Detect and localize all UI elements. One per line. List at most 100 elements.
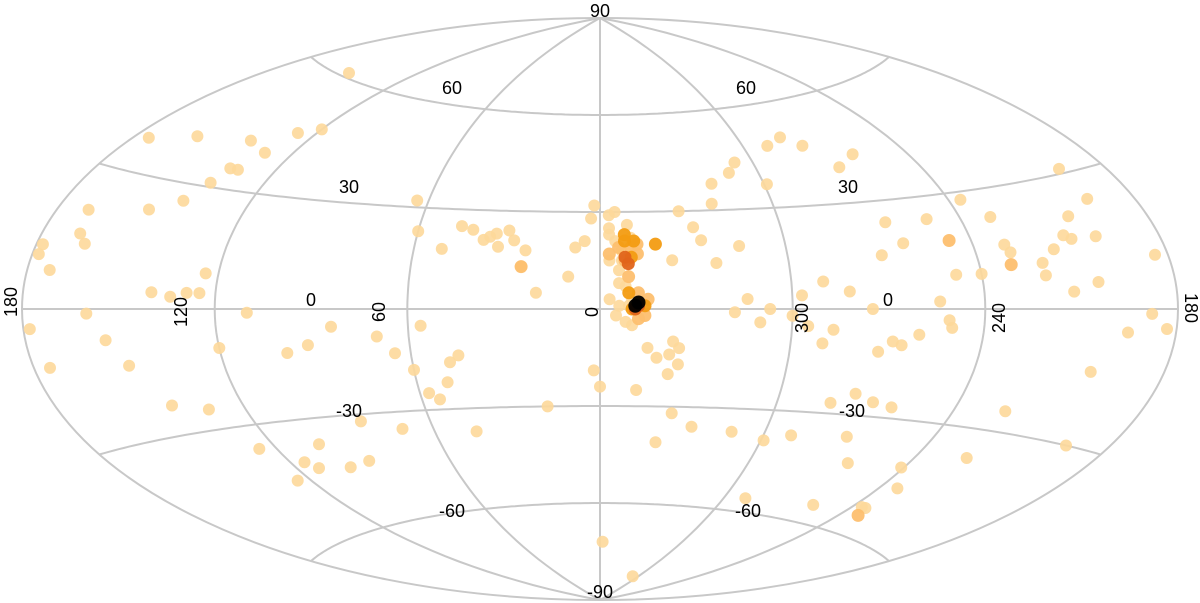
source-point bbox=[389, 347, 401, 360]
source-point bbox=[666, 254, 679, 267]
source-point bbox=[648, 237, 662, 251]
source-point bbox=[817, 275, 830, 288]
source-point bbox=[467, 223, 480, 236]
source-point bbox=[685, 420, 698, 433]
lon-label-180-left: 180 bbox=[1, 287, 21, 317]
source-point bbox=[741, 293, 754, 305]
source-point bbox=[363, 454, 376, 467]
source-point bbox=[649, 436, 662, 449]
source-point bbox=[143, 203, 155, 216]
source-point bbox=[470, 425, 483, 438]
source-point bbox=[757, 434, 770, 447]
lat-label-30-left: 30 bbox=[339, 177, 359, 197]
source-point bbox=[1004, 258, 1018, 272]
source-point bbox=[1092, 276, 1105, 288]
source-point bbox=[687, 221, 700, 234]
source-point bbox=[866, 303, 879, 315]
lat-label-minus60-right: -60 bbox=[735, 501, 761, 521]
source-point bbox=[722, 166, 735, 179]
source-point bbox=[934, 295, 947, 308]
source-point bbox=[946, 321, 959, 334]
source-point bbox=[585, 212, 598, 225]
source-point bbox=[325, 320, 337, 333]
source-point bbox=[663, 348, 676, 361]
source-point bbox=[840, 430, 853, 443]
source-point bbox=[827, 323, 840, 336]
source-point bbox=[80, 307, 93, 320]
source-point bbox=[370, 330, 383, 343]
source-point bbox=[1146, 307, 1159, 320]
source-point bbox=[588, 199, 601, 212]
lon-label-0: 0 bbox=[582, 307, 602, 317]
source-point bbox=[1161, 323, 1173, 335]
source-point bbox=[875, 249, 888, 262]
source-point bbox=[193, 287, 206, 300]
source-point bbox=[562, 270, 575, 283]
parallel-line bbox=[310, 56, 890, 116]
source-point bbox=[796, 139, 809, 152]
source-point bbox=[622, 286, 636, 300]
source-point bbox=[613, 299, 626, 312]
source-point bbox=[1149, 248, 1161, 261]
source-point bbox=[705, 197, 718, 210]
source-point bbox=[613, 264, 625, 277]
parallel-line bbox=[99, 162, 1101, 213]
source-point bbox=[942, 234, 956, 247]
lat-label-minus30-left: -30 bbox=[336, 401, 362, 421]
source-point bbox=[602, 209, 615, 222]
source-point bbox=[587, 364, 600, 377]
source-point bbox=[885, 401, 898, 414]
source-point bbox=[872, 345, 885, 358]
source-point bbox=[452, 349, 465, 362]
source-point bbox=[529, 286, 542, 299]
source-point bbox=[733, 240, 746, 252]
source-point bbox=[435, 242, 448, 255]
source-point bbox=[622, 270, 636, 284]
source-point bbox=[123, 359, 136, 372]
source-point bbox=[618, 250, 632, 264]
source-point bbox=[695, 234, 708, 247]
source-point bbox=[913, 328, 926, 341]
source-point bbox=[191, 130, 204, 143]
lat-label-pole-south: -90 bbox=[587, 582, 613, 602]
source-point bbox=[602, 247, 616, 261]
source-point bbox=[240, 306, 253, 319]
lat-label-60-right: 60 bbox=[736, 78, 756, 98]
source-point bbox=[354, 415, 367, 428]
source-point bbox=[618, 234, 631, 248]
source-point bbox=[895, 461, 908, 474]
source-point bbox=[43, 264, 56, 276]
source-point bbox=[313, 438, 325, 451]
source-point bbox=[739, 492, 752, 505]
source-point bbox=[754, 316, 767, 329]
source-point bbox=[1081, 192, 1094, 205]
source-point bbox=[1122, 326, 1134, 339]
source-point bbox=[785, 429, 798, 442]
source-point bbox=[960, 452, 973, 464]
source-point bbox=[920, 213, 933, 226]
source-point bbox=[626, 570, 639, 583]
source-point bbox=[578, 235, 591, 248]
source-point bbox=[975, 267, 988, 280]
source-point bbox=[508, 234, 521, 247]
source-point bbox=[199, 267, 212, 280]
source-point bbox=[867, 396, 879, 409]
source-point bbox=[343, 67, 355, 79]
source-point bbox=[1004, 246, 1017, 259]
parallel-line bbox=[310, 502, 890, 562]
lat-label-30-right: 30 bbox=[838, 177, 858, 197]
source-point bbox=[879, 216, 892, 229]
source-point bbox=[1084, 365, 1097, 378]
source-point bbox=[816, 337, 829, 350]
equator-label-right: 0 bbox=[883, 290, 893, 310]
source-point bbox=[728, 306, 741, 319]
source-point bbox=[213, 342, 226, 354]
source-point bbox=[824, 396, 837, 409]
source-point bbox=[1053, 162, 1065, 175]
lat-label-60-left: 60 bbox=[442, 78, 462, 98]
source-point bbox=[519, 244, 532, 257]
lon-label-120: 120 bbox=[171, 297, 191, 327]
source-point bbox=[610, 309, 622, 322]
source-point bbox=[142, 131, 155, 144]
source-point bbox=[32, 248, 45, 261]
